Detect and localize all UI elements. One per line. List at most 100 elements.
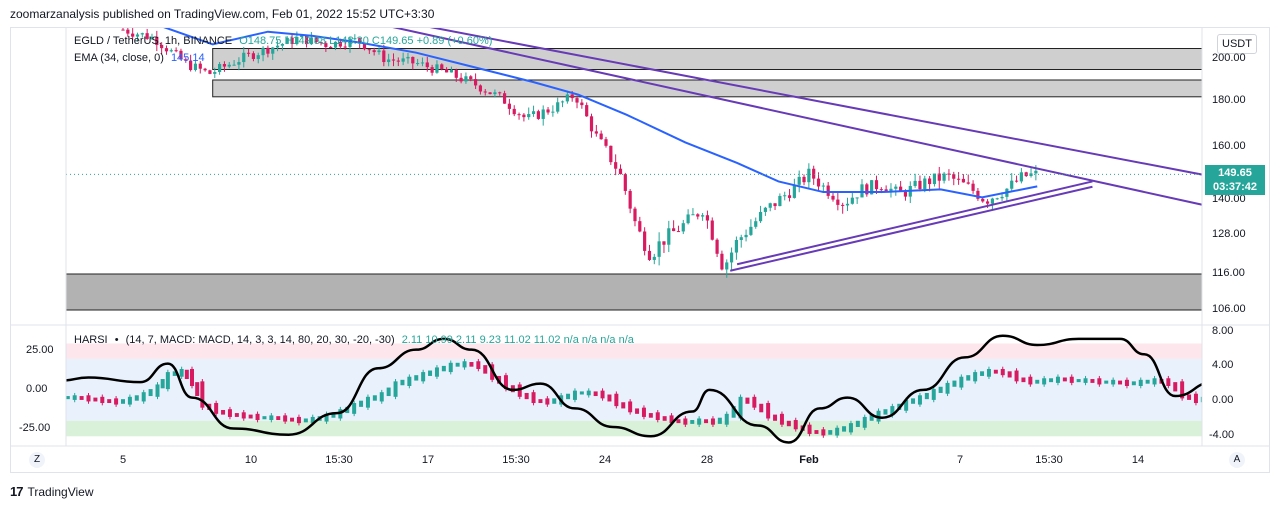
candle-body [160, 44, 164, 49]
harsi-bar [172, 371, 177, 376]
harsi-bar [890, 406, 895, 416]
ema-legend: EMA (34, close, 0) 145.14 [74, 52, 209, 64]
footer-brand[interactable]: TradingView [27, 484, 94, 499]
candle-body [189, 60, 193, 71]
harsi-bar [959, 376, 964, 388]
harsi-bar [566, 393, 571, 400]
candle-body [145, 33, 149, 39]
harsi-bar [1049, 378, 1054, 383]
candle-body [850, 197, 854, 204]
harsi-bar [1111, 379, 1116, 385]
harsi-bar [148, 389, 153, 397]
candle-body [672, 228, 676, 232]
candle-body [213, 72, 217, 74]
harsi-bar [393, 381, 398, 397]
harsi-bar [1014, 370, 1019, 382]
candle-body [961, 178, 966, 183]
price-tick-label: 200.00 [1212, 52, 1246, 64]
harsi-bar [1152, 378, 1157, 385]
candle-body [309, 37, 313, 45]
harsi-bar [586, 390, 591, 396]
candle-body [667, 228, 671, 245]
candle-body [498, 92, 502, 94]
candle-body [691, 214, 695, 216]
harsi-bar [904, 399, 909, 411]
candle-body [845, 203, 850, 206]
harsi-bar [835, 427, 840, 436]
candle-body [440, 64, 444, 70]
candle-body [599, 133, 603, 140]
harsi-bar [255, 413, 260, 421]
candle-body [932, 173, 937, 185]
harsi-bar [1104, 380, 1109, 384]
candle-body [652, 256, 656, 260]
candle-body [502, 93, 507, 104]
harsi-bar [738, 396, 743, 419]
harsi-values: 2.11 10.99 2.11 9.23 11.02 11.02 n/a n/a… [401, 334, 634, 346]
harsi-bar [752, 396, 757, 408]
harsi-bar [731, 406, 736, 418]
candle-body [401, 58, 405, 62]
trendline-3 [736, 180, 1093, 266]
harsi-bar [980, 371, 985, 376]
candle-body [261, 47, 265, 56]
harsi-bar [400, 379, 405, 386]
time-tick-label: 14 [1131, 454, 1145, 466]
band-2 [66, 420, 1202, 437]
harsi-bar [1021, 377, 1026, 383]
harsi-dot: • [114, 334, 119, 346]
harsi-right-tick-label: 8.00 [1212, 325, 1234, 337]
candle-body [531, 111, 536, 115]
harsi-bar [1097, 378, 1102, 385]
harsi-bar [1131, 381, 1136, 386]
harsi-bar [379, 392, 384, 402]
harsi-bar [773, 414, 778, 421]
candle-body [1000, 196, 1004, 199]
candle-body [140, 33, 144, 35]
last-price-value: 149.65 [1218, 167, 1252, 180]
harsi-bar [1076, 379, 1081, 383]
candle-body [556, 102, 560, 112]
time-tick-label: 15:30 [502, 454, 530, 466]
zoom-button[interactable]: Z [29, 452, 45, 468]
harsi-bar [1230, 382, 1234, 388]
harsi-bar [503, 375, 508, 390]
harsi-bar [779, 413, 784, 425]
candle-body [923, 178, 927, 190]
candle-body [797, 176, 801, 185]
price-tick-label: 128.00 [1212, 228, 1246, 240]
candle-body [918, 180, 922, 190]
harsi-name[interactable]: HARSI [74, 334, 108, 346]
harsi-bar [234, 413, 239, 417]
harsi-bar [931, 389, 936, 400]
candle-body [391, 59, 396, 61]
harsi-bar [621, 402, 626, 409]
candle-body [701, 215, 705, 217]
candle-body [580, 102, 584, 106]
candle-body [449, 69, 454, 73]
harsi-rsi-line [66, 334, 1202, 444]
time-tick-label: 10 [244, 454, 258, 466]
candle-body [304, 35, 309, 45]
candle-body [778, 195, 782, 207]
candle-body [227, 64, 231, 67]
candle-body [773, 203, 777, 207]
auto-scale-button[interactable]: A [1229, 452, 1245, 468]
harsi-bar [938, 386, 943, 393]
currency-button[interactable]: USDT [1217, 34, 1257, 54]
harsi-bar [455, 362, 460, 367]
harsi-bar [214, 403, 219, 414]
candle-body [541, 109, 545, 119]
candle-body [758, 211, 763, 222]
ema-title[interactable]: EMA (34, close, 0) [74, 52, 164, 64]
harsi-bar [917, 395, 922, 405]
candle-body [135, 34, 140, 37]
symbol-title[interactable]: EGLD / TetherUS, 1h, BINANCE [74, 35, 233, 47]
chart-frame[interactable] [10, 27, 1270, 473]
harsi-bar [421, 372, 426, 382]
candle-body [406, 56, 410, 59]
harsi-rsi-series [66, 334, 1202, 444]
harsi-bar [828, 430, 833, 435]
candle-body [865, 184, 869, 195]
